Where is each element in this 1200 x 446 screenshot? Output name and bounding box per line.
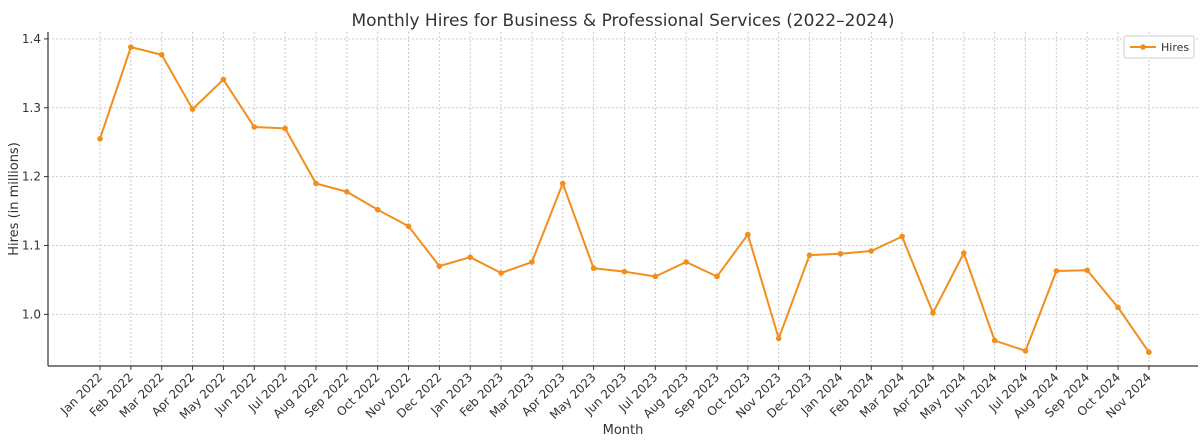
data-point: [97, 135, 103, 142]
y-tick-label: 1.3: [22, 101, 41, 115]
data-point: [899, 233, 905, 240]
y-tick-label: 1.0: [22, 307, 41, 321]
y-axis-title: Hires (in millions): [7, 142, 22, 256]
y-tick-label: 1.4: [22, 32, 41, 46]
data-point: [405, 223, 412, 230]
data-point: [590, 265, 597, 272]
y-tick-label: 1.1: [22, 238, 41, 252]
x-axis-title: Month: [603, 423, 644, 438]
data-point: [714, 273, 720, 280]
data-point: [1146, 349, 1152, 356]
data-point: [806, 252, 813, 258]
data-point: [559, 180, 566, 187]
legend: Hires: [1123, 35, 1195, 59]
data-point: [621, 268, 628, 275]
data-point: [745, 231, 751, 238]
data-point: [374, 206, 381, 213]
data-point: [189, 106, 196, 112]
data-point: [313, 180, 319, 187]
data-point: [991, 337, 998, 344]
data-point: [1022, 348, 1029, 354]
series-layer: [97, 44, 1152, 356]
legend-box: [1123, 35, 1195, 59]
axes: [47, 32, 1198, 367]
data-point: [683, 259, 689, 265]
data-point: [961, 250, 967, 256]
data-point: [529, 259, 535, 265]
data-point: [498, 270, 504, 276]
y-ticks: 1.0 1.1 1.2 1.3 1.4: [22, 32, 48, 321]
data-point: [128, 44, 134, 50]
data-point: [344, 188, 350, 195]
data-point: [837, 250, 844, 257]
data-point: [775, 335, 782, 342]
y-tick-label: 1.2: [22, 170, 41, 184]
legend-label-hires: Hires: [1161, 41, 1189, 54]
data-point: [1115, 304, 1121, 311]
chart-title: Monthly Hires for Business & Professiona…: [351, 11, 894, 31]
data-point: [467, 254, 474, 260]
data-point: [1053, 268, 1060, 274]
data-point: [158, 51, 165, 58]
data-point: [436, 263, 443, 269]
data-point: [220, 76, 227, 83]
data-point: [1084, 267, 1090, 274]
data-point: [282, 125, 288, 132]
data-point: [930, 310, 936, 316]
data-point: [868, 248, 875, 254]
data-point: [251, 124, 258, 130]
legend-series-marker: [1140, 44, 1146, 50]
data-point: [652, 273, 659, 280]
